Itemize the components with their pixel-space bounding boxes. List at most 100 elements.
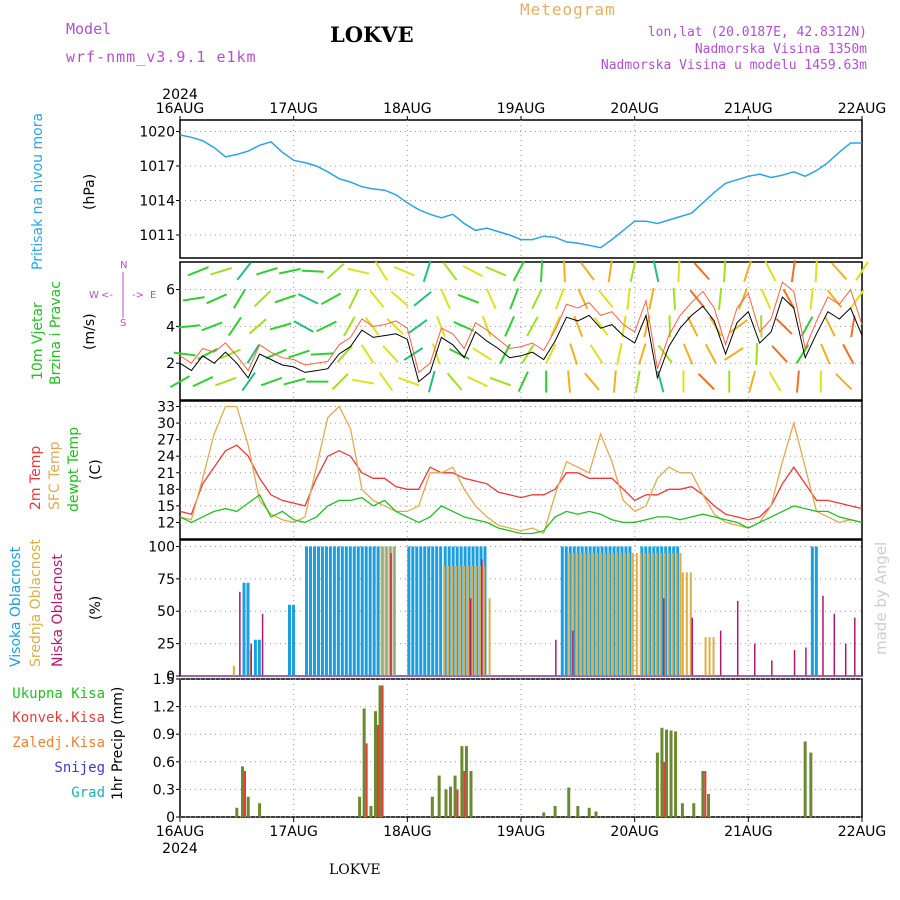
meteogram-label: Meteogram bbox=[520, 0, 616, 19]
wind-vector bbox=[621, 315, 627, 338]
x-tick-bottom: 18AUG bbox=[383, 824, 432, 840]
wind-vector bbox=[563, 260, 566, 283]
cloud-low-bar bbox=[469, 598, 472, 676]
y-tick-label: 33 bbox=[157, 400, 175, 416]
y-tick-label: 15 bbox=[157, 499, 175, 515]
wind-vector bbox=[265, 348, 287, 360]
wind-vector bbox=[682, 343, 694, 365]
precip-total-bar bbox=[587, 807, 591, 817]
cloud-low-bar bbox=[572, 630, 574, 676]
wind-vector bbox=[677, 260, 681, 283]
temp-line-0 bbox=[179, 444, 863, 521]
wind-vector bbox=[446, 372, 463, 391]
cloud-high-bar bbox=[246, 582, 250, 676]
wind-vector bbox=[509, 288, 520, 310]
cloud-mid-bar bbox=[623, 552, 626, 676]
precip-total-bar bbox=[449, 786, 453, 817]
cloud-mid-bar bbox=[667, 552, 670, 676]
wind-vector bbox=[348, 288, 360, 310]
cloud-high-bar bbox=[475, 546, 479, 676]
cloud-high-bar bbox=[672, 546, 676, 676]
cloud-high-bar bbox=[664, 546, 668, 676]
compass-e: E bbox=[150, 290, 156, 301]
precip-total-bar bbox=[362, 708, 366, 817]
temp-line-2 bbox=[179, 493, 863, 535]
wind-vector bbox=[427, 370, 436, 393]
cloud-low-bar bbox=[736, 600, 739, 676]
y-tick-label: 1014 bbox=[139, 194, 175, 210]
wind-vector bbox=[540, 260, 544, 283]
wind-vector bbox=[201, 321, 223, 332]
wind-vector bbox=[283, 377, 306, 386]
cloud-mid-bar bbox=[447, 565, 450, 676]
cloud-high-bar bbox=[407, 546, 411, 676]
precip-conv-bar bbox=[377, 725, 380, 817]
cloud-high-bar bbox=[312, 546, 316, 676]
wind-vector bbox=[347, 267, 370, 275]
cloud-high-bar bbox=[455, 546, 459, 676]
wind-vector bbox=[820, 343, 831, 365]
y-tick-label: 24 bbox=[157, 449, 175, 465]
x-year-bottom: 2024 bbox=[162, 841, 198, 857]
wind-vector bbox=[800, 316, 814, 337]
wind-vector bbox=[178, 324, 201, 329]
precip-total-bar bbox=[576, 805, 580, 817]
cloud-mid-bar bbox=[584, 552, 587, 676]
x-tick-top: 17AUG bbox=[269, 101, 318, 117]
wind-vector bbox=[760, 288, 772, 310]
cloud-high-bar bbox=[592, 546, 596, 676]
precip-total-bar bbox=[692, 803, 696, 817]
precip-total-bar bbox=[701, 771, 705, 817]
y-tick-label: 75 bbox=[157, 572, 175, 588]
y-tick-label: 12 bbox=[157, 515, 175, 531]
precip-total-bar bbox=[674, 731, 678, 817]
cloud-high-bar bbox=[344, 546, 348, 676]
cloud-low-bar bbox=[239, 591, 241, 676]
wind-vector bbox=[743, 260, 752, 282]
cloud-low-bar bbox=[833, 613, 836, 676]
cloud-high-bar bbox=[471, 546, 475, 676]
wind-vector bbox=[360, 344, 375, 364]
y-tick-label: 1.5 bbox=[153, 672, 175, 688]
wind-vector bbox=[626, 287, 631, 310]
wind-vector bbox=[253, 290, 271, 308]
cloud-mid-bar bbox=[451, 565, 454, 676]
cloud-high-bar bbox=[660, 546, 664, 676]
cloud-mid-bar bbox=[659, 552, 662, 676]
wind-vector bbox=[850, 289, 865, 309]
wind-gust-line bbox=[179, 281, 863, 374]
cloud-high-bar bbox=[479, 546, 483, 676]
cloud-mid-bar bbox=[651, 552, 654, 676]
wind-vector bbox=[704, 343, 718, 365]
legend-snow: Snijeg bbox=[54, 760, 105, 776]
cloud-mid-bar bbox=[708, 637, 711, 676]
cloud-high-bar bbox=[459, 546, 463, 676]
cloud-mid-bar bbox=[592, 552, 595, 676]
wind-vector bbox=[728, 319, 748, 334]
x-tick-bottom: 17AUG bbox=[269, 824, 318, 840]
x-tick-top: 16AUG bbox=[156, 101, 205, 117]
cloud-high-bar bbox=[580, 546, 584, 676]
cloud-mid-bar bbox=[459, 565, 462, 676]
cloud-high-bar bbox=[451, 546, 455, 676]
precip-total-bar bbox=[258, 803, 262, 817]
cloud-high-bar bbox=[447, 546, 451, 676]
precip-total-bar bbox=[664, 729, 668, 817]
wind-vector bbox=[768, 371, 782, 392]
wind-vector bbox=[512, 261, 525, 282]
cloud-mid-bar bbox=[611, 552, 614, 676]
wind-vector bbox=[593, 316, 609, 336]
cloud-mid-bar bbox=[443, 565, 446, 676]
wind-vector bbox=[236, 261, 252, 281]
y-tick-label: 0 bbox=[166, 669, 175, 685]
cloud-low-bar bbox=[719, 630, 722, 676]
x-tick-bottom: 22AUG bbox=[838, 824, 887, 840]
temp-line-1 bbox=[179, 405, 863, 535]
x-tick-bottom: 16AUG bbox=[156, 824, 205, 840]
cloud-high-bar bbox=[257, 639, 261, 676]
cloud-high-bar bbox=[608, 546, 612, 676]
cloud-high-bar bbox=[287, 604, 291, 676]
precip-total-bar bbox=[680, 803, 684, 817]
cloud-high-bar bbox=[320, 546, 324, 676]
